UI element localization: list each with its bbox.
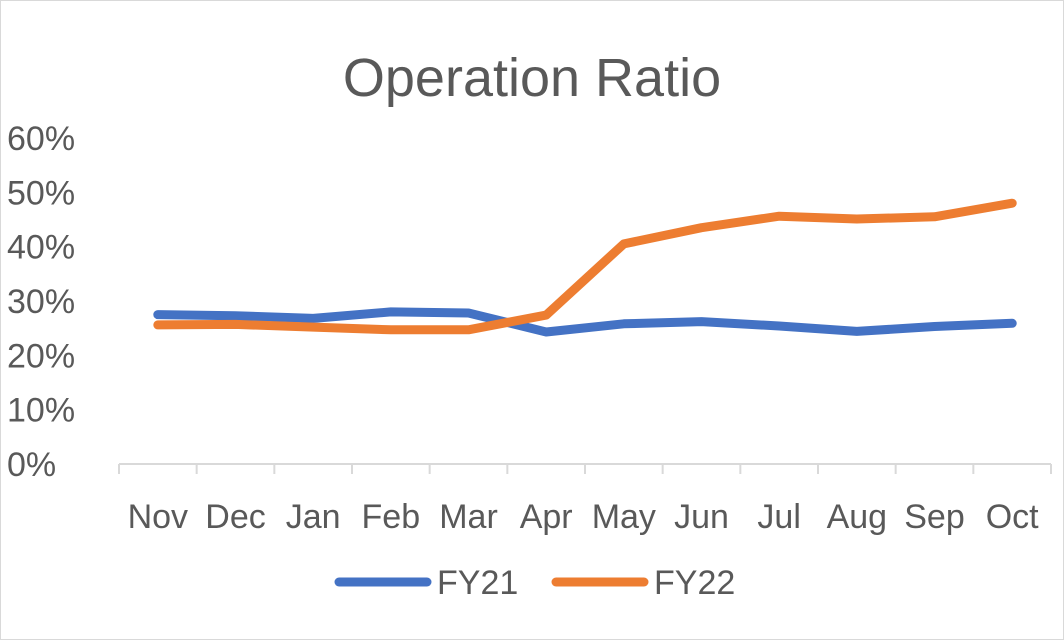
y-tick-label: 10% — [7, 392, 75, 430]
series-line-fy21 — [153, 307, 1017, 337]
chart-title: Operation Ratio — [343, 48, 721, 108]
y-tick-label: 0% — [7, 446, 56, 484]
y-tick-label: 60% — [7, 120, 75, 158]
legend-label-fy22: FY22 — [654, 564, 735, 602]
legend-label-fy21: FY21 — [437, 564, 518, 602]
x-tick-label: Jan — [286, 498, 341, 536]
x-tick-label: Jul — [757, 498, 800, 536]
x-tick-label: Oct — [986, 498, 1039, 536]
x-axis: Nov Dec Jan Feb Mar Apr May Jun Jul Aug Sep Oct — [118, 463, 1052, 536]
y-tick-label: 20% — [7, 337, 75, 375]
x-tick-label: Dec — [205, 498, 265, 536]
x-tick-label: Sep — [904, 498, 965, 536]
x-tick-label: Apr — [520, 498, 573, 536]
x-tick-label: Aug — [827, 498, 888, 536]
x-tick-label: Mar — [439, 498, 498, 536]
x-tick-label: Jun — [674, 498, 729, 536]
y-tick-label: 50% — [7, 174, 75, 212]
x-tick-label: Nov — [128, 498, 188, 536]
legend: FY21 FY22 — [334, 564, 735, 602]
y-axis: 0% 10% 20% 30% 40% 50% 60% — [7, 120, 75, 484]
x-tick-label: May — [592, 498, 656, 536]
x-tick-label: Feb — [362, 498, 421, 536]
y-tick-label: 40% — [7, 229, 75, 267]
y-tick-label: 30% — [7, 283, 75, 321]
series-lines — [153, 198, 1017, 337]
series-line-fy22 — [153, 198, 1017, 335]
